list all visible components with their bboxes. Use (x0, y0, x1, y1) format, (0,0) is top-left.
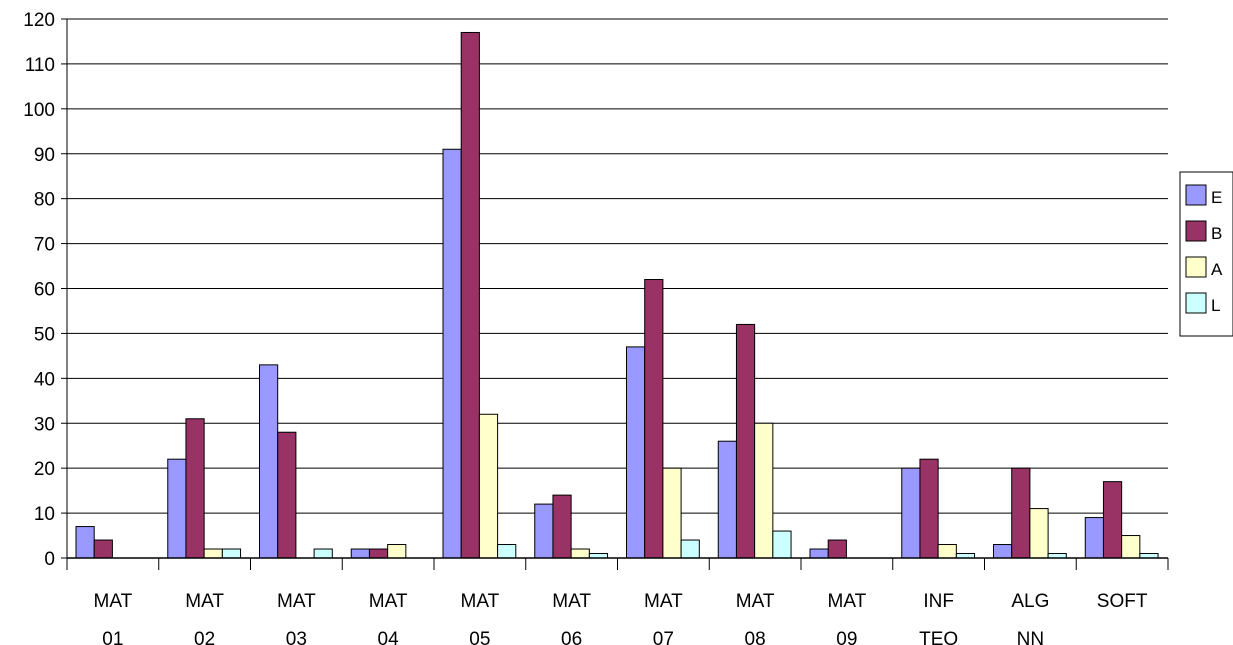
bar-a (662, 467, 682, 559)
y-tick-label: 30 (34, 414, 55, 435)
legend-label-e: E (1211, 188, 1222, 207)
x-tick-label: MAT 06 (552, 591, 591, 645)
y-tick-label: 70 (34, 235, 55, 256)
bar-b (735, 323, 756, 559)
bar-e (626, 346, 646, 559)
x-tick-label: MAT 08 (736, 591, 775, 645)
y-tick-label: 20 (34, 459, 55, 480)
y-tick-label: 50 (34, 324, 55, 345)
grid-lines (67, 18, 1168, 514)
x-axis-labels: MAT 01 MAT 02 MAT 03 MAT 04 MAT 05 MAT 06 MAT 07 MAT 08… (94, 591, 1148, 645)
bar-e (350, 548, 370, 559)
bar-e (993, 544, 1013, 559)
x-tick-label: MAT 05 (461, 591, 500, 645)
x-tick-label: MAT 02 (185, 591, 224, 645)
bars (75, 31, 1159, 559)
bar-a (570, 548, 590, 559)
bar-e (75, 526, 95, 559)
bar-l (680, 539, 700, 559)
bar-e (809, 548, 829, 559)
bar-l (497, 544, 517, 559)
x-tick-label: ALG NN (1011, 591, 1049, 645)
y-tick-label: 110 (25, 55, 55, 76)
bar-a (203, 548, 223, 559)
bar-a (387, 544, 407, 559)
x-tick-label: MAT 09 (828, 591, 867, 645)
legend-swatch-e (1185, 184, 1207, 206)
bar-b (1011, 467, 1031, 559)
bar-b (552, 494, 572, 559)
legend-swatch-a (1185, 256, 1207, 278)
bar-e (259, 364, 279, 559)
bar-b (368, 548, 389, 559)
x-tick-label: SOFT (1097, 591, 1148, 612)
bar-b (460, 31, 480, 559)
bar-b (93, 539, 113, 559)
bar-b (277, 431, 297, 559)
y-tick-label: 0 (44, 549, 55, 570)
x-tick-label: MAT 01 (94, 591, 133, 645)
y-tick-label: 40 (34, 369, 55, 390)
bar-b (1102, 481, 1123, 559)
legend-label-l: L (1211, 296, 1220, 315)
bar-e (442, 148, 462, 559)
legend-label-b: B (1211, 224, 1222, 243)
bar-a (1121, 535, 1141, 559)
bar-e (717, 440, 737, 559)
bar-l (772, 530, 792, 559)
bar-b (185, 418, 205, 559)
x-tick-label: INF TEO (919, 591, 958, 645)
y-tick-label: 80 (34, 190, 55, 211)
bar-b (827, 539, 847, 559)
legend-label-a: A (1211, 260, 1223, 279)
x-tick-label: MAT 07 (644, 591, 683, 645)
y-tick-label: 120 (23, 10, 55, 31)
y-tick-label: 60 (34, 280, 55, 301)
y-tick-label: 100 (23, 100, 55, 121)
bar-e (901, 467, 921, 559)
legend-swatch-b (1185, 220, 1207, 242)
bar-a (754, 422, 774, 559)
bar-e (534, 503, 554, 559)
x-tick-label: MAT 04 (369, 591, 408, 645)
bar-b (644, 279, 664, 559)
bar-e (167, 458, 187, 559)
y-axis-ticks: 0 10 20 30 40 50 60 70 80 90 100 110 120 (23, 10, 67, 570)
bar-b (919, 458, 939, 559)
bar-a (478, 413, 499, 559)
bar-e (1084, 517, 1104, 559)
bar-l (313, 548, 333, 559)
legend-swatch-l (1185, 292, 1207, 314)
axes (66, 19, 1169, 570)
y-tick-label: 90 (34, 145, 55, 166)
bar-l (221, 548, 242, 559)
y-tick-label: 10 (34, 504, 55, 525)
x-tick-label: MAT 03 (277, 591, 316, 645)
bar-a (1029, 508, 1049, 559)
bar-a (937, 544, 957, 559)
